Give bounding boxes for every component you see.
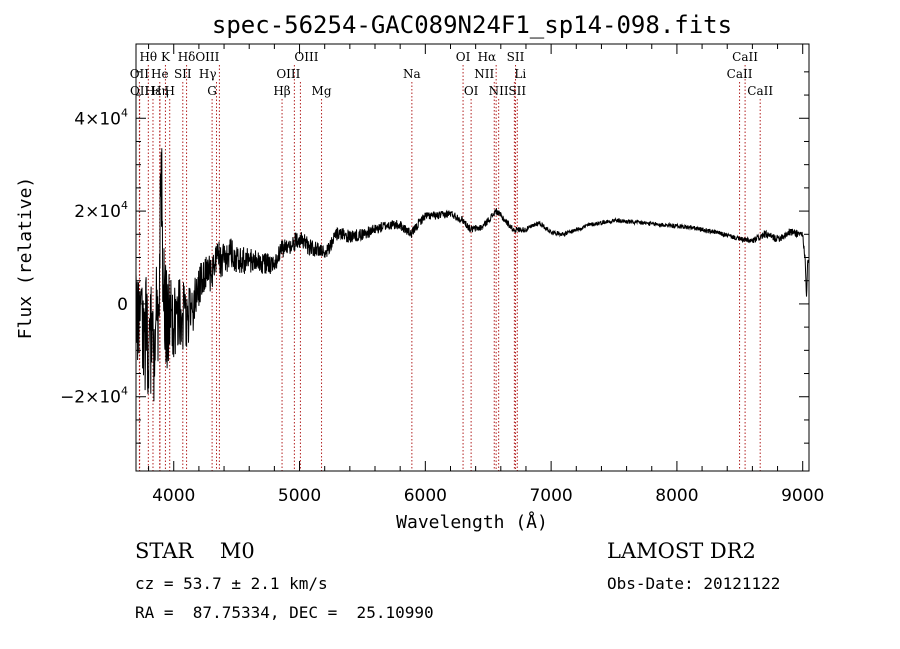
spectral-line-label: K [161, 50, 171, 64]
spectral-line-label: SII [507, 50, 525, 64]
spectral-line-label: Hθ [139, 50, 157, 64]
x-tick-label: 8000 [655, 486, 698, 506]
y-tick-label: 4×104 [74, 106, 128, 129]
spectral-line-label: Hγ [199, 67, 217, 81]
spectral-line-label: Na [403, 67, 421, 81]
x-tick-label: 4000 [152, 486, 195, 506]
coordinates: RA = 87.75334, DEC = 25.10990 [135, 603, 434, 622]
object-class: STAR M0 [135, 539, 255, 563]
spectral-line-label: NII [474, 67, 494, 81]
x-tick-label: 6000 [404, 486, 447, 506]
spectral-line-label: Hη [151, 84, 169, 98]
spectral-line-label: CaII [727, 67, 753, 81]
spectral-line-label: CaII [747, 84, 773, 98]
spectral-line-label: SII [174, 67, 192, 81]
spectral-line-label: Li [514, 67, 526, 81]
spectral-line-label: He [151, 67, 169, 81]
spectral-line-label: SII [508, 84, 526, 98]
spectral-line-label: OI [456, 50, 471, 64]
x-axis-title: Wavelength (Å) [396, 511, 548, 533]
x-tick-label: 9000 [781, 486, 824, 506]
spectral-line-label: OIII [195, 50, 219, 64]
spectral-line-label: OII [130, 67, 150, 81]
redshift-cz: cz = 53.7 ± 2.1 km/s [135, 574, 328, 593]
spectral-line-label: OII [130, 84, 150, 98]
y-tick-label: 2×104 [74, 199, 128, 222]
spectral-line-label: Hδ [178, 50, 196, 64]
y-tick-label: −2×104 [60, 385, 128, 408]
spectral-line-label: OIII [276, 67, 300, 81]
survey-name: LAMOST DR2 [607, 539, 756, 563]
y-axis-ticks: −2×104 0 2×104 4×104 [60, 71, 809, 444]
x-tick-label: 7000 [529, 486, 572, 506]
spectral-line-label: G [207, 84, 217, 98]
spectral-line-markers [138, 65, 761, 471]
spectral-line-label: OIII [294, 50, 318, 64]
spectral-line-label: NII [489, 84, 509, 98]
y-axis-title: Flux (relative) [15, 177, 36, 340]
y-tick-label: 0 [117, 295, 128, 315]
spectral-line-label: CaII [732, 50, 758, 64]
spectral-line-label: H [164, 84, 174, 98]
spectral-line-label: Hβ [273, 84, 290, 98]
spectral-line-label: Hα [478, 50, 497, 64]
x-axis-ticks: 4000 5000 6000 7000 8000 9000 [148, 44, 824, 506]
spectral-line-label: OI [464, 84, 479, 98]
chart-title: spec-56254-GAC089N24F1_sp14-098.fits [212, 11, 732, 39]
x-tick-label: 5000 [278, 486, 321, 506]
flux-series-line [135, 148, 809, 402]
spectral-line-label: Mg [312, 84, 332, 98]
spectral-line-label: Hε [145, 84, 162, 98]
observation-date: Obs-Date: 20121122 [607, 574, 781, 593]
